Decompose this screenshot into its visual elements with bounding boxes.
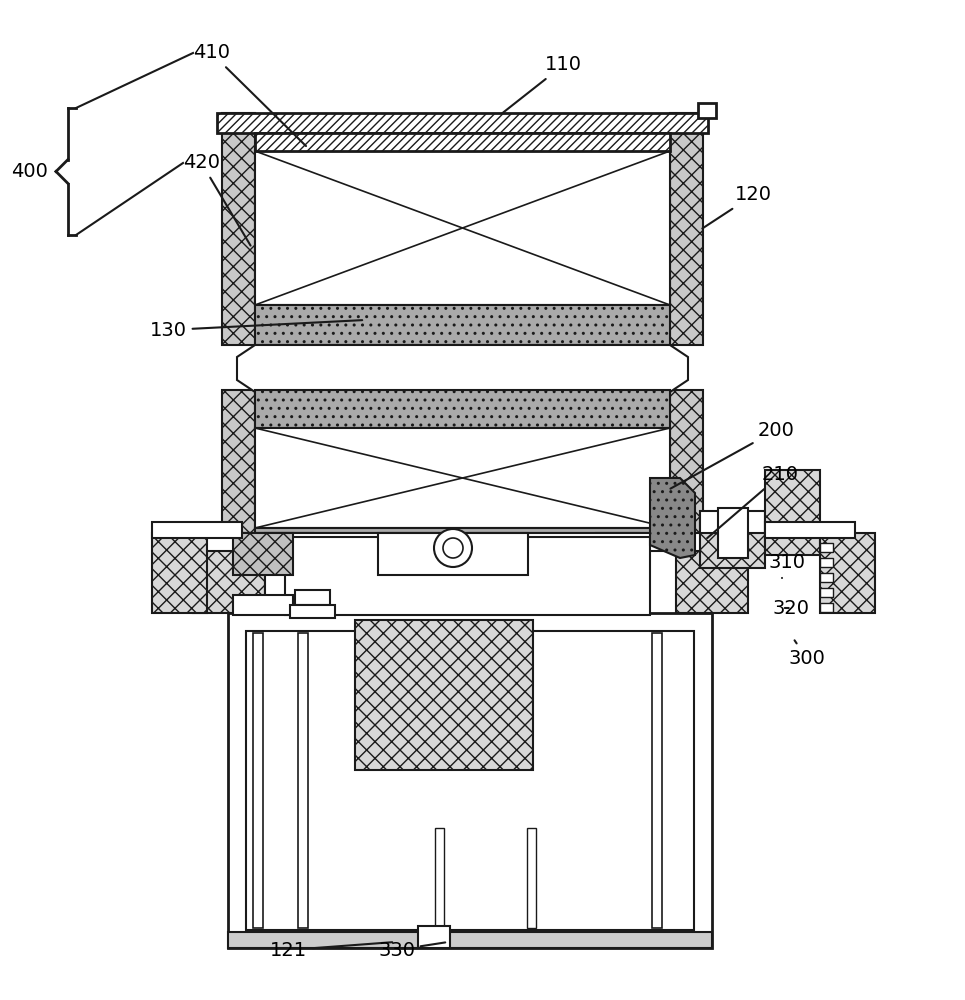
Polygon shape <box>650 478 695 558</box>
Bar <box>217 113 708 133</box>
Bar <box>670 390 703 533</box>
Bar <box>765 470 820 555</box>
Bar <box>820 603 833 612</box>
Text: 300: 300 <box>788 640 825 668</box>
Bar <box>700 511 765 533</box>
Text: 121: 121 <box>270 940 392 960</box>
Bar <box>652 633 662 928</box>
Bar <box>418 926 450 948</box>
Bar <box>233 595 293 615</box>
Bar <box>698 103 716 118</box>
Bar <box>265 533 313 613</box>
Text: 320: 320 <box>773 598 810 617</box>
Bar <box>820 558 833 567</box>
Bar <box>435 828 444 928</box>
Text: 120: 120 <box>703 186 772 228</box>
Bar <box>233 533 293 575</box>
Bar <box>765 522 855 538</box>
Bar <box>285 537 650 615</box>
Bar <box>222 390 255 533</box>
Bar <box>820 543 833 552</box>
Text: 210: 210 <box>707 466 799 538</box>
Bar <box>255 151 670 305</box>
Bar <box>255 528 670 533</box>
Bar <box>670 113 703 345</box>
Bar <box>295 590 330 605</box>
Bar <box>820 573 833 582</box>
Text: 110: 110 <box>502 55 582 113</box>
Bar <box>253 633 263 928</box>
Text: 400: 400 <box>12 162 48 181</box>
Bar <box>255 428 670 528</box>
Bar <box>478 533 596 613</box>
Bar <box>820 588 833 597</box>
Bar <box>228 613 712 948</box>
Bar <box>700 516 765 568</box>
Bar <box>596 533 639 613</box>
Bar <box>298 633 308 928</box>
Bar <box>255 305 670 345</box>
Polygon shape <box>237 345 688 392</box>
Text: 130: 130 <box>150 320 362 340</box>
Bar <box>820 533 875 613</box>
Circle shape <box>434 529 472 567</box>
Bar <box>193 533 748 551</box>
Bar <box>313 533 431 613</box>
Text: 330: 330 <box>378 940 445 960</box>
Bar <box>228 932 712 948</box>
Text: 200: 200 <box>671 420 795 489</box>
Bar <box>152 522 242 538</box>
Bar <box>255 390 670 428</box>
Bar <box>222 113 255 345</box>
Bar <box>246 631 694 930</box>
Bar <box>718 508 748 558</box>
Bar <box>290 605 335 618</box>
Text: 420: 420 <box>183 153 251 246</box>
Text: 310: 310 <box>768 554 805 578</box>
Bar <box>355 620 533 770</box>
Bar <box>152 533 207 613</box>
Circle shape <box>443 538 463 558</box>
Bar <box>193 533 265 613</box>
Bar <box>378 533 528 575</box>
Bar <box>676 533 748 613</box>
Text: 410: 410 <box>193 43 306 146</box>
Bar <box>527 828 536 928</box>
Bar <box>255 133 670 151</box>
